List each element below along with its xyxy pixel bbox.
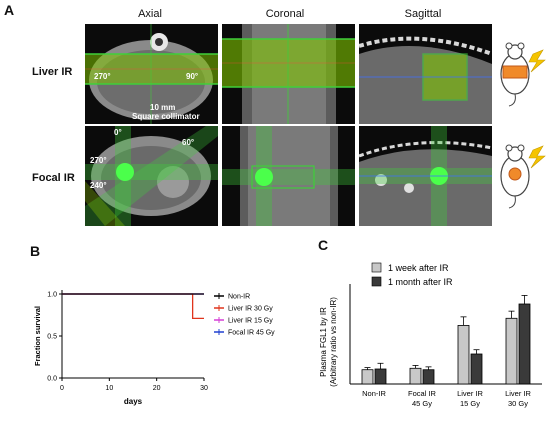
legend-label: 1 week after IR: [388, 263, 449, 273]
series-line: [62, 293, 204, 320]
fgl1-bar-chart: Plasma FGL1 by IR (Arbitrary ratio vs non…: [319, 262, 542, 408]
angle-label-270-focal: 270°: [90, 156, 107, 165]
angle-label-0: 0°: [114, 128, 122, 137]
column-header-axial: Axial: [138, 8, 162, 20]
legend-swatch: [371, 276, 382, 287]
x-tick-label: 20: [153, 385, 161, 392]
x-tick-label: 30: [200, 385, 208, 392]
legend-label: 1 month after IR: [388, 277, 453, 287]
collimator-size-label: 10 mm: [150, 103, 176, 112]
bar: [374, 368, 387, 385]
x-tick-label: 10: [105, 385, 113, 392]
column-header-sagittal: Sagittal: [404, 8, 442, 20]
ct-focal-axial: [85, 126, 218, 226]
survival-chart: 0 10 20 30 0.0 0.5 1.0 days Fraction survival Non…: [33, 290, 275, 406]
legend-label: Liver IR 15 Gy: [228, 318, 273, 325]
column-header-coronal: Coronal: [265, 8, 305, 20]
angle-label-60: 60°: [182, 138, 195, 147]
bar: [505, 317, 518, 385]
category-label: Liver IR: [505, 389, 531, 398]
ct-liver-coronal: [222, 24, 355, 124]
angle-label-240: 240°: [90, 181, 107, 190]
legend-label: Liver IR 30 Gy: [228, 306, 273, 313]
category-label: 45 Gy: [412, 399, 432, 408]
bar: [457, 325, 470, 385]
category-label: Focal IR: [408, 389, 437, 398]
category-label: 15 Gy: [460, 399, 480, 408]
row-header-focal-ir: Focal IR: [32, 172, 75, 184]
y-axis-label: (Arbitrary ratio vs non-IR): [329, 297, 338, 387]
y-tick-label: 0.0: [47, 376, 57, 383]
y-axis-label: Fraction survival: [33, 306, 42, 366]
panel-b-letter: B: [30, 243, 41, 259]
mouse-liver-ir-icon: [500, 42, 546, 107]
legend-label: Non-IR: [228, 294, 250, 301]
bar: [470, 353, 483, 385]
angle-label-90: 90°: [186, 72, 199, 81]
y-tick-label: 1.0: [47, 292, 57, 299]
angle-label-270: 270°: [94, 72, 111, 81]
y-tick-label: 0.5: [47, 334, 57, 341]
collimator-type-label: Square collimator: [132, 112, 200, 121]
bar: [422, 369, 435, 385]
bar: [361, 369, 374, 385]
ct-focal-sagittal: [359, 126, 492, 226]
category-label: Non-IR: [362, 389, 386, 398]
panel-c-letter: C: [318, 237, 329, 253]
bar: [518, 303, 531, 385]
panel-a-letter: A: [4, 2, 15, 18]
ct-focal-coronal: [222, 126, 355, 226]
x-tick-label: 0: [60, 385, 64, 392]
category-label: Liver IR: [457, 389, 483, 398]
x-axis-label: days: [124, 397, 143, 406]
row-header-liver-ir: Liver IR: [32, 66, 73, 78]
mouse-focal-ir-icon: [500, 144, 546, 209]
bar: [409, 367, 422, 385]
y-axis-label: Plasma FGL1 by IR: [319, 307, 328, 377]
ct-liver-axial: [85, 24, 218, 124]
ct-liver-sagittal: [359, 24, 492, 124]
legend-label: Focal IR 45 Gy: [228, 330, 275, 337]
legend-swatch: [371, 262, 382, 273]
category-label: 30 Gy: [508, 399, 528, 408]
